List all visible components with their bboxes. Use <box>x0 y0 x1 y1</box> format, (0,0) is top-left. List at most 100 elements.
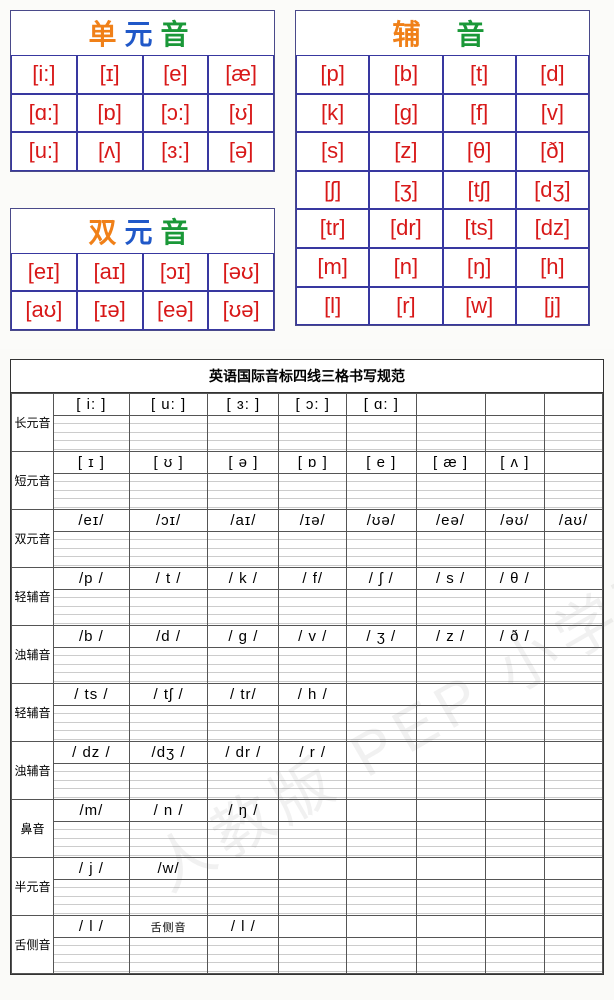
phonetic-cell: [p] <box>296 55 369 94</box>
monophthongs-grid: [i:][ɪ][e][æ][ɑ:][ɒ][ɔ:][ʊ][u:][ʌ][ɜ:][ə… <box>11 55 274 171</box>
phonetic-cell: [j] <box>516 287 589 326</box>
worksheet-cell: [ ɪ ] <box>54 451 130 473</box>
writing-lines <box>54 821 130 857</box>
right-column: 辅音 [p][b][t][d][k][g][f][v][s][z][θ][ð][… <box>295 10 590 339</box>
worksheet-cell: / r / <box>279 741 347 763</box>
writing-lines <box>54 647 130 683</box>
title-char-1: 元 <box>124 211 160 251</box>
writing-lines <box>485 589 544 625</box>
writing-lines <box>208 879 279 915</box>
phonetic-cell: [ŋ] <box>443 248 516 287</box>
writing-lines <box>129 589 208 625</box>
writing-lines <box>208 821 279 857</box>
writing-lines <box>416 473 485 509</box>
writing-lines <box>279 589 347 625</box>
diphthongs-title: 双元音 <box>11 209 274 253</box>
writing-lines <box>54 531 130 567</box>
worksheet-cell <box>347 683 416 705</box>
worksheet-cell <box>545 741 603 763</box>
writing-lines <box>545 415 603 451</box>
worksheet-cell: [ æ ] <box>416 451 485 473</box>
worksheet-cell: / s / <box>416 567 485 589</box>
worksheet-cell <box>485 741 544 763</box>
row-label: 半元音 <box>12 857 54 915</box>
writing-lines <box>54 763 130 799</box>
writing-lines <box>279 415 347 451</box>
phonetic-cell: [eə] <box>143 291 209 330</box>
writing-lines <box>129 821 208 857</box>
row-label: 轻辅音 <box>12 683 54 741</box>
phonetic-cell: [aʊ] <box>11 291 77 330</box>
writing-lines <box>545 531 603 567</box>
left-column: 单元音 [i:][ɪ][e][æ][ɑ:][ɒ][ɔ:][ʊ][u:][ʌ][ɜ… <box>10 10 275 339</box>
writing-lines <box>347 879 416 915</box>
worksheet-cell <box>485 915 544 937</box>
worksheet-cell: /aɪ/ <box>208 509 279 531</box>
phonetic-cell: [ts] <box>443 209 516 248</box>
worksheet-cell <box>279 915 347 937</box>
worksheet-cell: [ ɔ: ] <box>279 393 347 415</box>
phonetic-cell: [θ] <box>443 132 516 171</box>
writing-lines <box>545 821 603 857</box>
worksheet-cell: /əʊ/ <box>485 509 544 531</box>
writing-lines <box>54 879 130 915</box>
worksheet-cell: / l / <box>208 915 279 937</box>
worksheet-cell: /aʊ/ <box>545 509 603 531</box>
phonetic-cell: [ʌ] <box>77 132 143 171</box>
phonetic-cell: [ɪ] <box>77 55 143 94</box>
writing-lines <box>545 763 603 799</box>
worksheet-cell: / ts / <box>54 683 130 705</box>
writing-lines <box>347 821 416 857</box>
worksheet-cell: / k / <box>208 567 279 589</box>
title-char-2: 音 <box>457 13 493 53</box>
writing-lines <box>279 879 347 915</box>
phonetic-cell: [ɒ] <box>77 94 143 133</box>
worksheet-cell: / z / <box>416 625 485 647</box>
monophthongs-title: 单元音 <box>11 11 274 55</box>
writing-lines <box>485 531 544 567</box>
writing-lines <box>416 821 485 857</box>
writing-lines <box>279 705 347 741</box>
writing-lines <box>485 763 544 799</box>
worksheet-cell: / dr / <box>208 741 279 763</box>
worksheet-cell <box>279 857 347 879</box>
worksheet-table: 长元音[ i: ][ u: ][ ɜ: ][ ɔ: ][ ɑ: ]短元音[ ɪ … <box>11 393 603 974</box>
writing-lines <box>416 879 485 915</box>
worksheet-cell: /w/ <box>129 857 208 879</box>
worksheet-cell <box>416 683 485 705</box>
worksheet-cell: /eə/ <box>416 509 485 531</box>
worksheet-cell <box>416 857 485 879</box>
phonetic-cell: [v] <box>516 94 589 133</box>
worksheet-cell: / ŋ / <box>208 799 279 821</box>
phonetic-cell: [dr] <box>369 209 442 248</box>
worksheet-cell: /p / <box>54 567 130 589</box>
phonetic-cell: [ʊ] <box>208 94 274 133</box>
phonetic-cell: [h] <box>516 248 589 287</box>
worksheet-cell <box>545 799 603 821</box>
writing-lines <box>347 589 416 625</box>
worksheet-cell <box>545 567 603 589</box>
writing-lines <box>208 937 279 973</box>
worksheet-cell <box>347 741 416 763</box>
phonetic-cell: [ʃ] <box>296 171 369 210</box>
writing-lines <box>485 705 544 741</box>
worksheet-cell: /ʊə/ <box>347 509 416 531</box>
row-label: 舌侧音 <box>12 915 54 973</box>
writing-lines <box>347 473 416 509</box>
title-char-0: 辅 <box>392 13 428 53</box>
worksheet-cell: [ ə ] <box>208 451 279 473</box>
phonetic-charts-section: 单元音 [i:][ɪ][e][æ][ɑ:][ɒ][ɔ:][ʊ][u:][ʌ][ɜ… <box>0 0 614 349</box>
worksheet-cell: / t / <box>129 567 208 589</box>
writing-lines <box>545 937 603 973</box>
writing-lines <box>485 821 544 857</box>
writing-lines <box>485 415 544 451</box>
worksheet-cell: [ ʊ ] <box>129 451 208 473</box>
writing-lines <box>208 763 279 799</box>
inline-sublabel: 舌侧音 <box>149 919 189 935</box>
worksheet-cell <box>545 915 603 937</box>
worksheet-title: 英语国际音标四线三格书写规范 <box>11 360 603 393</box>
phonetic-cell: [l] <box>296 287 369 326</box>
writing-lines <box>416 415 485 451</box>
phonetic-cell: [r] <box>369 287 442 326</box>
writing-lines <box>416 531 485 567</box>
